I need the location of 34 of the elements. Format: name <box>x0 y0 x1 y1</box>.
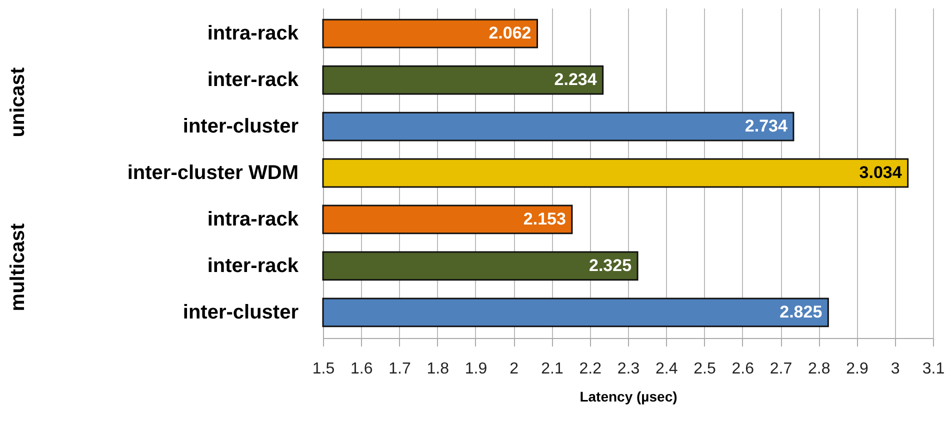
x-tick-label: 2 <box>510 360 519 378</box>
data-label: 2.153 <box>523 209 566 228</box>
x-tick-label: 2.1 <box>541 360 564 378</box>
x-tick-label: 2.9 <box>846 360 868 378</box>
data-label: 2.325 <box>588 256 632 275</box>
data-label: 2.734 <box>744 116 788 136</box>
x-tick-label: 3 <box>890 360 900 378</box>
x-tick-label: 2.3 <box>617 360 640 378</box>
x-tick-label: 2.6 <box>732 360 754 378</box>
x-tick-label: 3.1 <box>922 360 945 378</box>
x-tick-label: 1.5 <box>312 360 335 378</box>
x-tick-label: 2.8 <box>808 360 830 378</box>
x-axis-title: Latency (µsec) <box>580 388 678 404</box>
x-tick-label: 2.5 <box>694 360 716 378</box>
data-label: 2.825 <box>780 302 822 322</box>
y-tick-label: inter-cluster <box>182 116 299 138</box>
x-tick-label: 1.6 <box>350 360 373 378</box>
y-tick-label: intra-rack <box>207 22 300 45</box>
x-tick-label: 2.4 <box>656 360 678 378</box>
y-tick-label: intra-rack <box>207 208 300 230</box>
y-tick-label: inter-rack <box>207 69 300 92</box>
text: multicast <box>7 223 29 312</box>
x-tick-label: 2.2 <box>579 360 602 378</box>
x-tick-label: 1.9 <box>464 360 488 378</box>
y-tick-label: inter-cluster WDM <box>127 162 298 184</box>
data-label: 2.234 <box>554 70 598 90</box>
x-tick-label: 2.7 <box>770 360 792 378</box>
x-tick-label: 1.7 <box>388 360 411 378</box>
text: unicast <box>7 66 29 138</box>
data-label: 3.034 <box>859 163 902 182</box>
x-tick-label: 1.8 <box>426 360 450 378</box>
y-tick-label: inter-cluster <box>182 301 299 324</box>
y-tick-label: inter-rack <box>207 254 300 277</box>
data-label: 2.062 <box>488 24 532 43</box>
